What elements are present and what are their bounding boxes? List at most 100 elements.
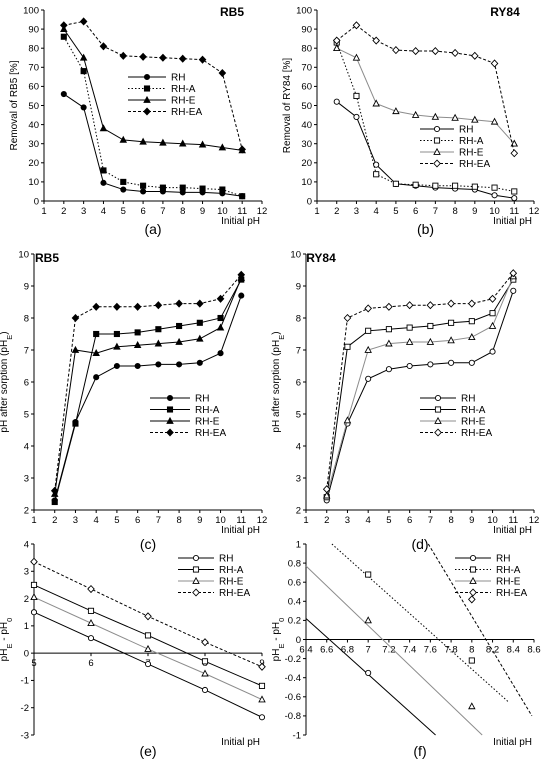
y-tick-label: -1 bbox=[293, 730, 301, 741]
data-point bbox=[511, 195, 518, 202]
x-tick-label: 2 bbox=[61, 206, 66, 217]
data-point bbox=[51, 498, 58, 506]
y-tick-label: 0.2 bbox=[288, 616, 301, 627]
x-tick-label: 12 bbox=[257, 515, 268, 526]
chart-title: RB5 bbox=[220, 5, 244, 19]
data-point bbox=[144, 644, 152, 652]
y-tick-label: 3 bbox=[296, 473, 301, 484]
x-tick-label: 10 bbox=[489, 206, 500, 217]
data-point bbox=[468, 299, 476, 308]
data-point bbox=[218, 68, 227, 78]
series-line bbox=[427, 543, 533, 717]
x-tick-label: 7 bbox=[160, 206, 165, 217]
data-point bbox=[488, 294, 497, 303]
series-rh-e bbox=[60, 24, 246, 154]
x-tick-label: 11 bbox=[236, 515, 246, 526]
data-point bbox=[178, 54, 187, 63]
data-point bbox=[218, 143, 227, 151]
data-point bbox=[120, 178, 127, 185]
series-line bbox=[326, 272, 514, 490]
data-point bbox=[385, 302, 393, 311]
data-point bbox=[201, 669, 209, 677]
x-tick-label: 10 bbox=[215, 515, 226, 526]
data-point bbox=[93, 374, 100, 381]
legend-label: RH-EA bbox=[195, 428, 226, 439]
data-point bbox=[134, 329, 141, 336]
data-point bbox=[385, 366, 392, 373]
x-tick-label: 1 bbox=[31, 515, 36, 526]
legend-marker bbox=[192, 576, 200, 584]
x-tick-label: 3 bbox=[354, 206, 359, 217]
x-tick-label: 10 bbox=[217, 206, 228, 217]
data-point bbox=[373, 161, 380, 168]
data-point bbox=[155, 361, 162, 368]
x-tick-label: 6.6 bbox=[320, 645, 333, 656]
data-point bbox=[392, 180, 399, 187]
data-point bbox=[491, 184, 498, 191]
y-tick-label: 4 bbox=[296, 441, 301, 452]
data-point bbox=[364, 345, 372, 353]
x-tick-label: 4 bbox=[101, 206, 106, 217]
series-line bbox=[336, 42, 515, 192]
y-axis-label: Removal of RY84 [%] bbox=[282, 58, 293, 154]
chart-title: RY84 bbox=[490, 5, 520, 19]
y-tick-label: 0.4 bbox=[288, 597, 301, 608]
data-point bbox=[405, 337, 414, 345]
series-line bbox=[63, 20, 243, 150]
y-tick-label: 70 bbox=[28, 63, 39, 74]
series-line bbox=[336, 47, 515, 145]
series-line bbox=[336, 24, 515, 154]
legend-marker bbox=[192, 566, 200, 573]
series-rh bbox=[323, 287, 517, 504]
data-point bbox=[120, 186, 127, 193]
y-tick-label: 30 bbox=[301, 139, 312, 150]
data-point bbox=[50, 486, 59, 495]
legend-label: RH-A bbox=[219, 565, 244, 576]
series-rh-ea bbox=[332, 21, 519, 158]
y-tick-label: 7 bbox=[296, 345, 301, 356]
data-point bbox=[431, 47, 440, 56]
data-point bbox=[471, 51, 479, 60]
legend-label: RH-A bbox=[171, 84, 196, 95]
y-tick-label: 60 bbox=[28, 82, 39, 93]
series-rh-e bbox=[305, 565, 483, 736]
data-point bbox=[219, 186, 226, 193]
data-point bbox=[100, 179, 107, 186]
data-point bbox=[99, 42, 108, 51]
legend-marker bbox=[192, 554, 200, 562]
data-point bbox=[60, 33, 67, 40]
x-tick-label: 7.6 bbox=[424, 645, 437, 656]
data-point bbox=[100, 167, 107, 174]
x-tick-label: 8.2 bbox=[486, 645, 499, 656]
y-tick-label: -0.6 bbox=[285, 692, 301, 703]
x-tick-label: 6 bbox=[88, 658, 93, 669]
data-point bbox=[139, 137, 147, 145]
data-point bbox=[343, 416, 352, 424]
x-tick-label: 7 bbox=[433, 206, 438, 217]
data-point bbox=[452, 182, 459, 189]
y-axis-label: Removal of RB5 [%] bbox=[9, 60, 20, 150]
y-tick-label: 9 bbox=[24, 281, 29, 292]
y-tick-label: 3 bbox=[24, 473, 29, 484]
x-tick-label: 1 bbox=[314, 206, 319, 217]
data-point bbox=[385, 326, 392, 333]
x-tick-label: 11 bbox=[508, 515, 518, 526]
y-tick-label: 8 bbox=[296, 313, 301, 324]
data-point bbox=[411, 110, 420, 118]
data-point bbox=[178, 139, 187, 147]
y-tick-label: 4 bbox=[24, 539, 29, 550]
data-point bbox=[79, 53, 88, 61]
y-tick-label: 90 bbox=[28, 24, 39, 35]
data-point bbox=[471, 115, 479, 123]
data-point bbox=[216, 323, 225, 331]
series-rh-a bbox=[51, 276, 245, 506]
legend-label: RH bbox=[461, 394, 475, 405]
data-point bbox=[322, 485, 331, 494]
legend-label: RH-A bbox=[195, 405, 220, 416]
series-line bbox=[63, 36, 243, 197]
